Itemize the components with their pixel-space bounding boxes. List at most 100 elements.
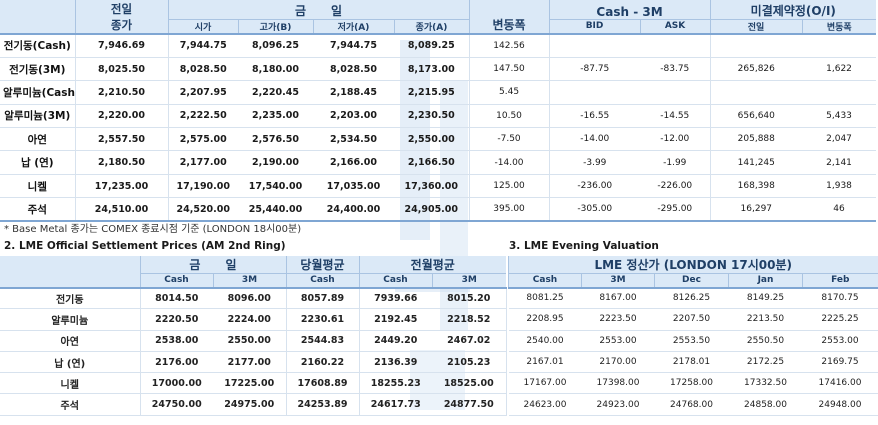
change-cell: 147.50	[469, 57, 550, 82]
oi-prev-cell: 168,398	[710, 174, 803, 199]
open-cell: 2,575.00	[168, 127, 238, 152]
jan-cell: 24858.00	[728, 393, 803, 416]
high-cell: 2,220.45	[238, 80, 313, 105]
cash-cell: 17167.00	[508, 372, 582, 395]
prev-close-cell: 24,510.00	[75, 197, 169, 223]
table-row: 전기동 8014.50 8096.00 8057.89 7939.66 8015.20	[0, 287, 507, 310]
open-cell: 8,028.50	[168, 57, 238, 82]
prev-month-cash-cell: 7939.66	[359, 287, 432, 310]
cash-cell: 2540.00	[508, 330, 582, 352]
3m-cell: 2224.00	[213, 308, 287, 331]
cash-cell: 17000.00	[140, 372, 213, 395]
3m-cell: 2223.50	[581, 308, 655, 331]
bid-cell	[549, 80, 641, 105]
bid-cell: -236.00	[549, 174, 641, 199]
high-cell: 8,096.25	[238, 34, 313, 58]
close-cell: 24,905.00	[394, 197, 470, 223]
3m-cell: 17225.00	[213, 372, 287, 395]
metal-name: 니켈	[0, 372, 141, 395]
table-row: 17167.00 17398.00 17258.00 17332.50 17416.00	[508, 372, 878, 395]
prev-close-cell: 17,235.00	[75, 174, 169, 199]
high-cell: 2,235.00	[238, 104, 313, 129]
high-cell: 2,576.50	[238, 127, 313, 152]
table-row: 주석 24750.00 24975.00 24253.89 24617.73 24877.…	[0, 393, 507, 416]
metal-name: 전기동(3M)	[0, 57, 76, 82]
oi-prev-cell	[710, 34, 803, 58]
month-avg-cell: 2230.61	[286, 308, 360, 331]
oi-prev-cell	[710, 80, 803, 105]
header-empty	[0, 0, 75, 35]
table-row: 전기동(Cash) 7,946.69 7,944.75 8,096.25 7,944.7…	[0, 34, 877, 58]
cash-cell: 2167.01	[508, 351, 582, 374]
table-row: 8081.25 8167.00 8126.25 8149.25 8170.75	[508, 287, 878, 310]
dec-cell: 24768.00	[654, 393, 729, 416]
3m-cell: 24975.00	[213, 393, 287, 416]
header-cash: Cash	[508, 273, 582, 289]
metal-name: 주석	[0, 197, 76, 223]
metal-name: 알루미늄(3M)	[0, 104, 76, 129]
feb-cell: 17416.00	[802, 372, 878, 395]
bid-cell: -305.00	[549, 197, 641, 223]
low-cell: 2,203.00	[313, 104, 394, 129]
header-low: 저가(A)	[312, 18, 394, 35]
change-cell: 142.56	[469, 34, 550, 58]
cash-cell: 2220.50	[140, 308, 213, 331]
prev-close-cell: 8,025.50	[75, 57, 169, 82]
header-today: 금 일	[139, 256, 286, 274]
high-cell: 25,440.00	[238, 197, 313, 223]
metal-name: 전기동	[0, 287, 141, 310]
dec-cell: 8126.25	[654, 287, 729, 310]
oi-prev-cell: 141,245	[710, 150, 803, 175]
metal-name: 아연	[0, 127, 76, 152]
header-prev-3m: 3M	[431, 273, 507, 289]
cash-cell: 8014.50	[140, 287, 213, 310]
prev-month-3m-cell: 2467.02	[432, 330, 507, 352]
table-row: 아연 2,557.50 2,575.00 2,576.50 2,534.50 2,550.…	[0, 127, 877, 152]
prev-month-cash-cell: 18255.23	[359, 372, 432, 395]
oi-change-cell: 2,047	[802, 127, 877, 152]
3m-cell: 2553.00	[581, 330, 655, 352]
close-cell: 17,360.00	[394, 174, 470, 199]
prev-close-cell: 2,210.50	[75, 80, 169, 105]
header-prev-close-line2: 종가	[110, 18, 133, 32]
metal-name: 납 (연)	[0, 351, 141, 374]
jan-cell: 8149.25	[728, 287, 803, 310]
ask-cell: -226.00	[640, 174, 711, 199]
month-avg-cell: 17608.89	[286, 372, 360, 395]
table-row: 니켈 17000.00 17225.00 17608.89 18255.23 18525.…	[0, 372, 507, 395]
prev-close-cell: 2,220.00	[75, 104, 169, 129]
ask-cell: -14.55	[640, 104, 711, 129]
high-cell: 17,540.00	[238, 174, 313, 199]
month-avg-cell: 2160.22	[286, 351, 360, 374]
3m-cell: 8167.00	[581, 287, 655, 310]
open-cell: 24,520.00	[168, 197, 238, 223]
dec-cell: 2178.01	[654, 351, 729, 374]
header-bid: BID	[548, 18, 641, 35]
lme-price-table: 전일 종가 금 일 변동폭 Cash - 3M 미결제약정(O/I) 시가 고가…	[0, 0, 877, 223]
table-row: 알루미늄 2220.50 2224.00 2230.61 2192.45 2218.52	[0, 308, 507, 331]
table-row: 납 (연) 2176.00 2177.00 2160.22 2136.39 2105.23	[0, 351, 507, 374]
low-cell: 7,944.75	[313, 34, 394, 58]
ask-cell	[640, 34, 711, 58]
low-cell: 17,035.00	[313, 174, 394, 199]
metal-name: 아연	[0, 330, 141, 352]
oi-change-cell	[802, 80, 877, 105]
change-cell: 10.50	[469, 104, 550, 129]
header-3m: 3M	[581, 273, 655, 289]
metal-name: 니켈	[0, 174, 76, 199]
3m-cell: 2177.00	[213, 351, 287, 374]
dec-cell: 17258.00	[654, 372, 729, 395]
header-close: 종가(A)	[393, 18, 470, 35]
low-cell: 2,166.00	[313, 150, 394, 175]
header-oi-prev: 전일	[709, 18, 803, 35]
bid-cell: -3.99	[549, 150, 641, 175]
feb-cell: 8170.75	[802, 287, 878, 310]
oi-change-cell: 1,622	[802, 57, 877, 82]
change-cell: 5.45	[469, 80, 550, 105]
low-cell: 8,028.50	[313, 57, 394, 82]
metal-name: 납 (연)	[0, 150, 76, 175]
table-row: 2540.00 2553.00 2553.50 2550.50 2553.00	[508, 330, 878, 352]
close-cell: 2,230.50	[394, 104, 470, 129]
header-prev-close-line1: 전일	[110, 2, 133, 16]
oi-change-cell	[802, 34, 877, 58]
